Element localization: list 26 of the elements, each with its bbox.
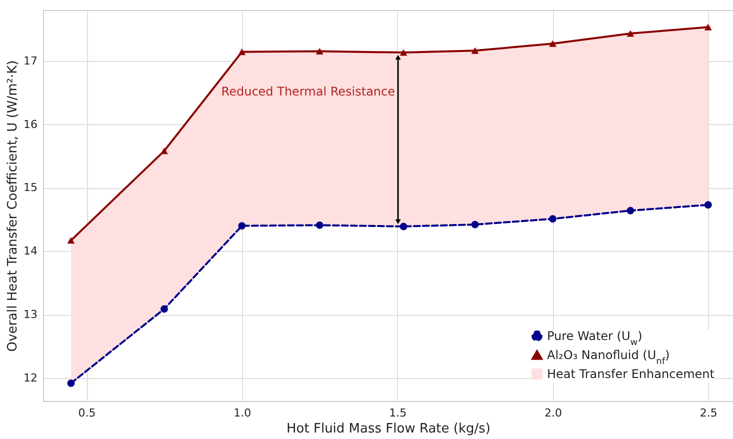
point — [316, 221, 324, 229]
y-tick-label: 13 — [24, 308, 38, 322]
y-tick-label: 16 — [24, 118, 38, 131]
x-tick-label: 0.5 — [78, 406, 96, 420]
point — [626, 206, 634, 214]
point — [704, 201, 712, 209]
point — [400, 222, 408, 230]
legend-label: Pure Water (U$_{w}$) — [547, 329, 642, 348]
y-tick-label: 15 — [24, 181, 38, 194]
y-tick-label: 14 — [24, 244, 38, 258]
legend-label: Heat Transfer Enhancement — [547, 367, 715, 381]
point — [67, 380, 75, 387]
point — [471, 220, 479, 228]
x-tick-label: 2.5 — [700, 406, 718, 420]
y-tick-label: 12 — [24, 372, 38, 385]
y-axis-title: Overall Heat Transfer Coefficient, U (W/m²·K) — [6, 60, 21, 352]
legend-label: Al₂O₃ Nanofluid (U$_{nf}$) — [547, 348, 670, 367]
point — [160, 305, 168, 313]
x-tick-label: 2.0 — [544, 406, 562, 420]
x-tick-label: 1.0 — [234, 406, 252, 420]
point — [238, 222, 246, 230]
x-axis-title: Hot Fluid Mass Flow Rate (kg/s) — [286, 422, 490, 436]
annotation: Reduced Thermal Resistance — [221, 84, 396, 99]
x-tick-label: 1.5 — [389, 406, 407, 420]
y-tick-label: 17 — [24, 54, 38, 68]
point — [549, 215, 556, 223]
